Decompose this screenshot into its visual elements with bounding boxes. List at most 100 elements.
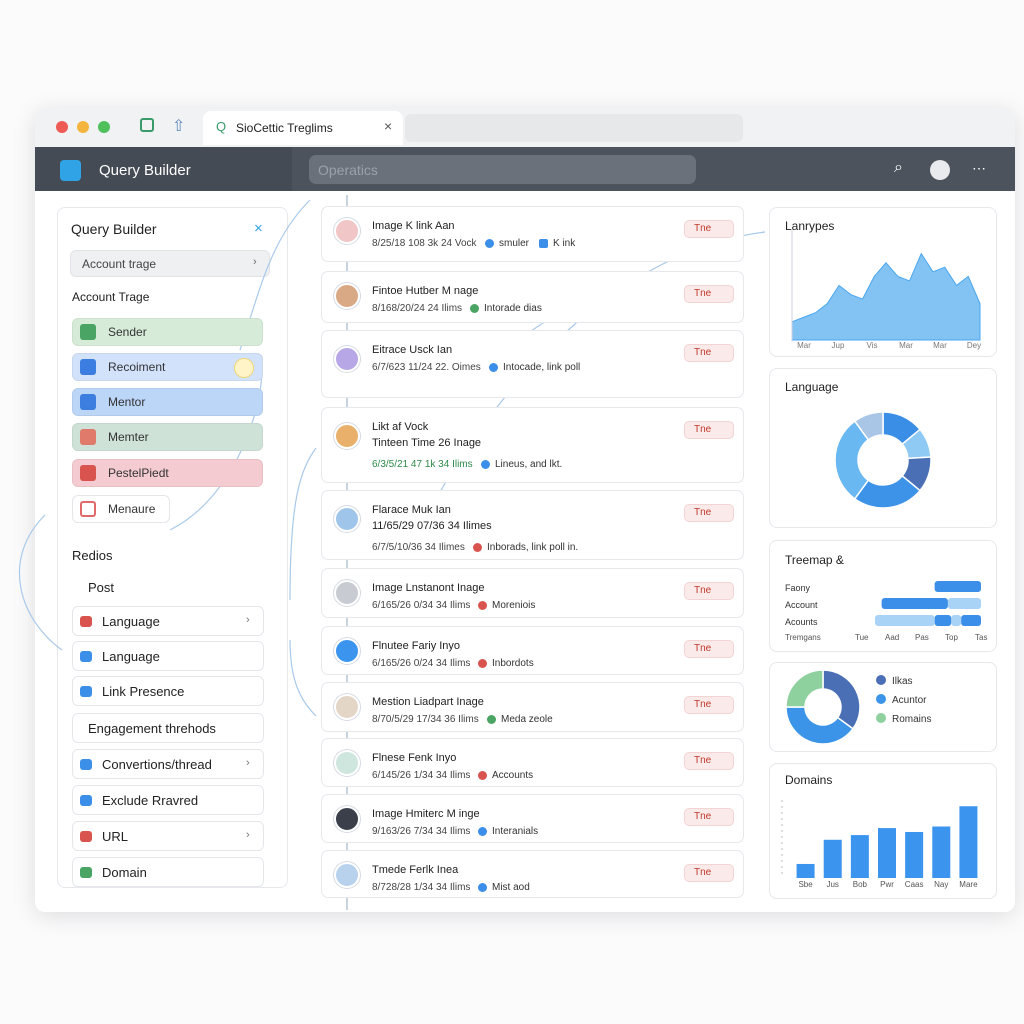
app-title: Query Builder xyxy=(99,162,191,179)
max-dot[interactable] xyxy=(98,121,110,133)
role-item[interactable] xyxy=(72,459,263,487)
feed-tag: Inbordots xyxy=(492,658,534,669)
feed-card[interactable] xyxy=(321,568,744,618)
feed-avatar xyxy=(334,862,360,888)
feed-avatar xyxy=(334,423,360,449)
role-icon xyxy=(80,359,96,375)
feed-tag: Accounts xyxy=(492,770,534,781)
feed-card[interactable] xyxy=(321,271,744,323)
badge[interactable] xyxy=(684,752,734,770)
x-label: Pas xyxy=(915,633,929,642)
feed-meta: 6/7/623 11/24 22. Oimes xyxy=(372,362,481,373)
badge[interactable] xyxy=(684,808,734,826)
tab[interactable] xyxy=(203,111,403,145)
badge[interactable] xyxy=(684,220,734,238)
feed-tag: Interanials xyxy=(492,826,539,837)
x-label: Mar xyxy=(899,341,913,350)
filter-item[interactable] xyxy=(72,641,264,671)
badge[interactable] xyxy=(684,344,734,362)
area xyxy=(791,252,981,341)
category-label: Faony xyxy=(785,583,811,593)
feed-card[interactable] xyxy=(321,206,744,262)
filter-label: Link Presence xyxy=(102,684,185,699)
badge[interactable] xyxy=(684,285,734,303)
feed-meta: 8/728/28 1/34 34 Ilims xyxy=(372,882,471,893)
bar xyxy=(932,826,951,878)
filter-label: Exclude Rravred xyxy=(102,793,199,808)
filter-item[interactable] xyxy=(72,676,264,706)
icon[interactable] xyxy=(140,118,154,132)
search-icon[interactable]: ⌕ xyxy=(894,159,903,176)
dropdown[interactable] xyxy=(70,250,270,277)
donut-slice xyxy=(822,669,861,730)
filter-icon xyxy=(80,795,92,806)
feed-card[interactable] xyxy=(321,626,744,675)
filter-item[interactable] xyxy=(72,785,264,815)
feed-card[interactable] xyxy=(321,682,744,732)
min-dot[interactable] xyxy=(77,121,89,133)
address-bar[interactable] xyxy=(405,114,743,142)
feed-avatar xyxy=(334,750,360,776)
x-label: Tremgans xyxy=(785,633,821,642)
up-icon[interactable]: ⇧ xyxy=(172,118,186,135)
badge[interactable] xyxy=(684,696,734,714)
badge-text: Tne xyxy=(694,585,712,596)
avatar[interactable] xyxy=(930,160,950,180)
bar xyxy=(796,863,815,878)
filter-item[interactable] xyxy=(72,857,264,887)
role-item[interactable] xyxy=(72,353,263,381)
badge-text: Tne xyxy=(694,223,712,234)
x-label: Mar xyxy=(797,341,811,350)
app-logo[interactable] xyxy=(60,160,81,181)
feed-avatar xyxy=(334,580,360,606)
chart-title: Language xyxy=(785,380,839,394)
panel-close[interactable]: × xyxy=(254,220,263,237)
filter-item[interactable] xyxy=(72,713,264,743)
feed-title: Likt af Vock xyxy=(372,421,429,433)
role-item[interactable] xyxy=(72,318,263,346)
badge[interactable] xyxy=(684,640,734,658)
filter-item[interactable] xyxy=(72,821,264,851)
badge-text: Tne xyxy=(694,424,712,435)
feed-card[interactable] xyxy=(321,490,744,560)
bar xyxy=(961,615,981,626)
feed-meta: 6/145/26 1/34 34 Ilims xyxy=(372,770,471,781)
badge[interactable] xyxy=(684,504,734,522)
x-label: Jus xyxy=(826,880,838,889)
feed-card[interactable] xyxy=(321,407,744,483)
feed-title: Fintoe Hutber M nage xyxy=(372,285,479,297)
badge[interactable] xyxy=(684,421,734,439)
feed-card[interactable] xyxy=(321,850,744,898)
feed-meta: 6/165/26 0/24 34 Ilims xyxy=(372,658,471,669)
feed-card[interactable] xyxy=(321,738,744,787)
role-item[interactable] xyxy=(72,423,263,451)
role-label: Memter xyxy=(108,430,149,444)
search-box[interactable] xyxy=(309,155,696,184)
role-icon xyxy=(80,501,96,517)
filter-icon xyxy=(80,867,92,878)
filter-icon xyxy=(80,686,92,697)
badge-text: Tne xyxy=(694,288,712,299)
legend-swatch xyxy=(876,713,886,723)
role-item[interactable] xyxy=(72,388,263,416)
feed-avatar xyxy=(334,218,360,244)
role-icon xyxy=(80,324,96,340)
tab-close[interactable]: × xyxy=(384,118,393,134)
filter-item[interactable] xyxy=(72,606,264,636)
x-label: Vis xyxy=(867,341,878,350)
feed-card[interactable] xyxy=(321,330,744,398)
badge-text: Tne xyxy=(694,507,712,518)
menu[interactable]: ⋯ xyxy=(972,160,986,176)
filter-label: Domain xyxy=(102,865,147,880)
tag-icon xyxy=(478,827,487,836)
feed-tag: Moreniois xyxy=(492,600,536,611)
badge[interactable] xyxy=(684,864,734,882)
filter-item[interactable] xyxy=(72,749,264,779)
badge[interactable] xyxy=(684,582,734,600)
feed-card[interactable] xyxy=(321,794,744,843)
close-dot[interactable] xyxy=(56,121,68,133)
feed-avatar xyxy=(334,638,360,664)
legend-label: Romains xyxy=(892,714,931,725)
legend-label: Acuntor xyxy=(892,695,927,706)
x-label: Nay xyxy=(934,880,948,889)
